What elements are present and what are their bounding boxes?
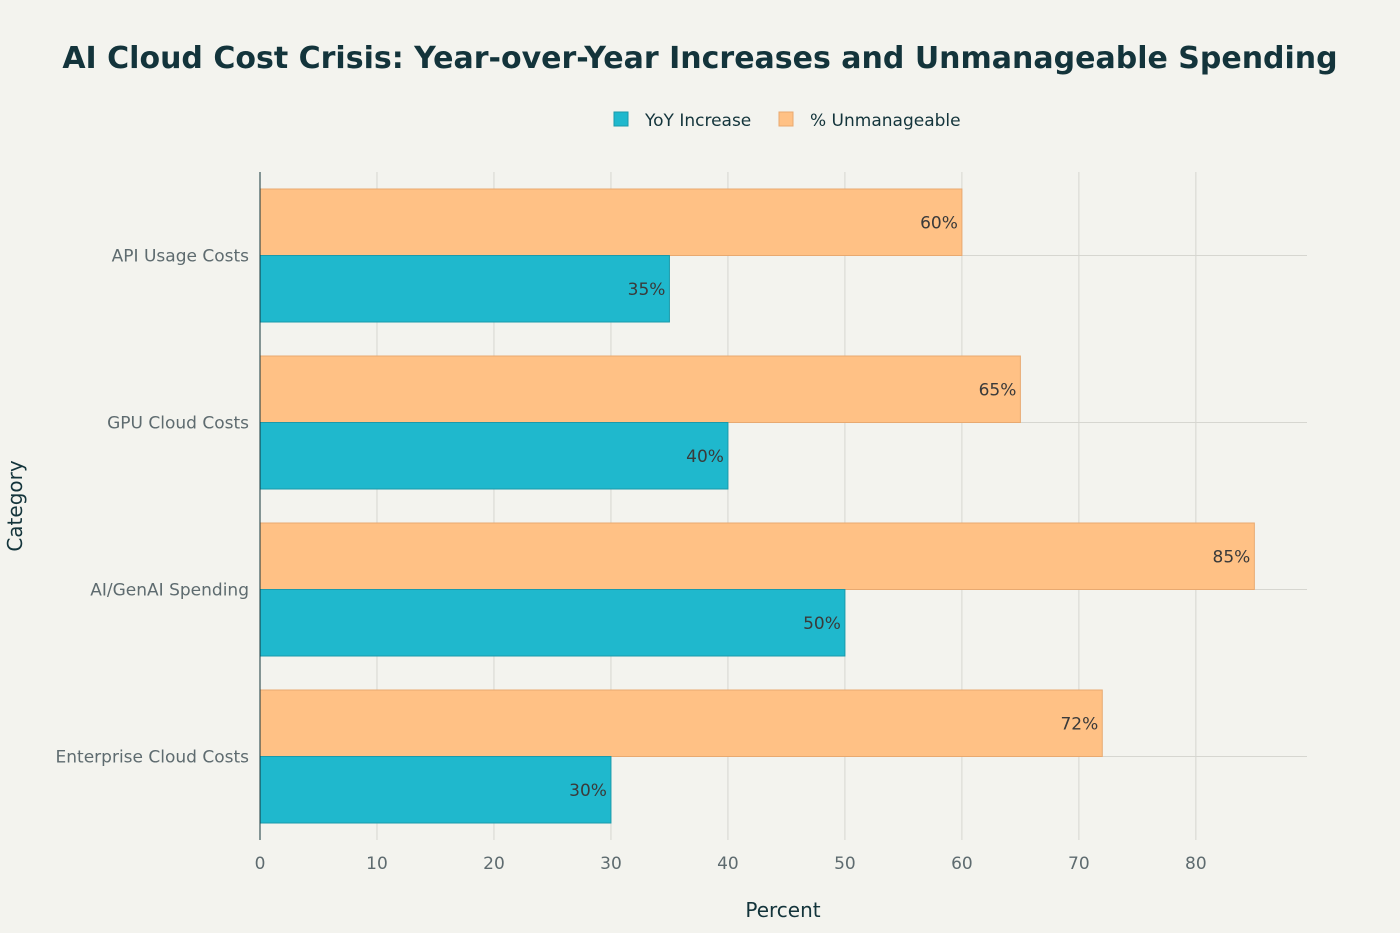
x-tick-label: 10 [366,854,388,874]
legend-label: % Unmanageable [810,111,961,131]
x-tick-label: 30 [600,854,622,874]
bar-unmanageable [259,355,1021,423]
bar-unmanageable [259,689,1103,757]
x-tick-label: 50 [834,854,856,874]
x-axis-title: Percent [745,898,820,922]
y-tick-label: GPU Cloud Costs [107,414,249,434]
bars: 60% 35% 65% 40% 85% 50% 72% 30% [259,188,1255,824]
bar-yoy-increase [259,422,729,490]
y-axis-title: Category [3,460,27,552]
x-axis-ticks: 0 10 20 30 40 50 60 70 80 [255,854,1207,874]
x-tick-label: 80 [1185,854,1207,874]
bar-data-label: 65% [979,380,1017,400]
bar-unmanageable [259,522,1255,590]
chart-title: AI Cloud Cost Crisis: Year-over-Year Inc… [62,41,1337,76]
y-tick-label: API Usage Costs [112,247,249,267]
legend-swatch [778,111,794,127]
y-tick-label: Enterprise Cloud Costs [56,748,250,768]
x-tick-label: 20 [483,854,505,874]
x-tick-label: 70 [1068,854,1090,874]
legend: YoY Increase % Unmanageable [613,111,961,131]
bar-data-label: 60% [920,213,958,233]
x-tick-label: 60 [951,854,973,874]
bar-data-label: 40% [686,447,724,467]
bar-yoy-increase [259,756,612,824]
bar-data-label: 72% [1060,714,1098,734]
bar-yoy-increase [259,589,846,657]
x-tick-label: 40 [717,854,739,874]
bar-data-label: 30% [569,781,607,801]
legend-label: YoY Increase [644,111,751,131]
y-tick-label: AI/GenAI Spending [90,581,249,601]
legend-swatch [613,111,629,127]
y-axis-ticks: API Usage Costs GPU Cloud Costs AI/GenAI S… [56,247,250,768]
bar-data-label: 35% [628,280,666,300]
x-tick-label: 0 [255,854,266,874]
bar-data-label: 85% [1213,547,1251,567]
bar-yoy-increase [259,255,670,323]
bar-unmanageable [259,188,963,256]
bar-data-label: 50% [803,614,841,634]
